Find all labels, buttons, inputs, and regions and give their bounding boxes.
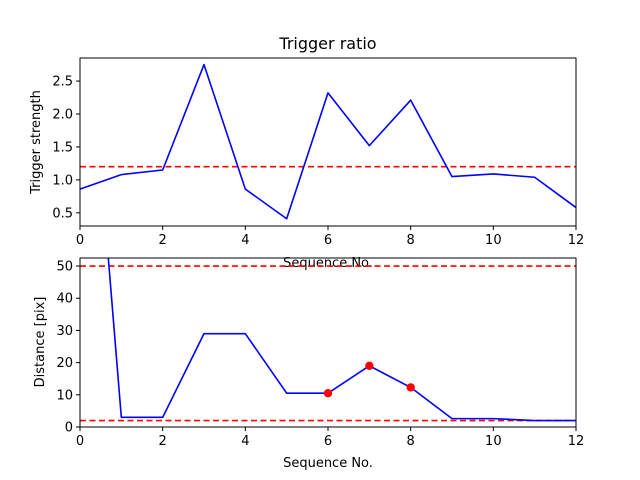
y-tick-label: 20 [56,356,73,371]
x-tick-label: 10 [485,434,502,449]
chart-title: Trigger ratio [278,34,376,53]
y-tick-label: 2.0 [52,108,73,123]
x-tick-label: 10 [485,233,502,248]
y-axis-label: Distance [pix] [33,297,48,388]
y-tick-label: 1.0 [52,173,73,188]
x-tick-label: 12 [568,434,585,449]
highlight-point [365,361,374,371]
trigger-ratio-chart: Trigger ratio 0 2 4 6 8 10 12 0.51.01.52.02.5 … [29,34,584,271]
x-axis-label: Sequence No. [283,456,373,471]
highlight-point [406,383,415,392]
highlight-point [323,389,333,398]
x-tick-label: 0 [76,434,84,449]
x-tick-label: 2 [159,233,167,248]
distance-chart: 0 2 4 6 8 10 12 0 10 20 30 40 50 Sequence No. Dista… [33,257,585,471]
y-tick-label: 2.5 [52,75,73,90]
x-tick-label: 8 [407,233,415,248]
y-tick-label: 40 [56,292,73,307]
y-tick-label: 50 [56,260,73,275]
y-tick-label: 10 [56,388,73,403]
x-tick-label: 6 [324,434,332,449]
x-tick-label: 2 [159,434,167,449]
x-tick-label: 4 [241,434,249,449]
x-tick-label: 12 [568,233,585,248]
y-tick-label: 30 [56,324,73,339]
x-axis-label: Sequence No. [283,256,373,271]
y-axis-label: Trigger strength [29,90,44,195]
y-tick-label: 0 [65,421,73,436]
x-tick-label: 8 [407,434,415,449]
y-tick-label: 0.5 [52,206,73,221]
series-line-1 [80,63,576,220]
x-tick-label: 0 [76,233,84,248]
y-tick-label: 1.5 [52,140,73,155]
x-tick-label: 6 [324,233,332,248]
x-tick-label: 4 [241,233,249,248]
